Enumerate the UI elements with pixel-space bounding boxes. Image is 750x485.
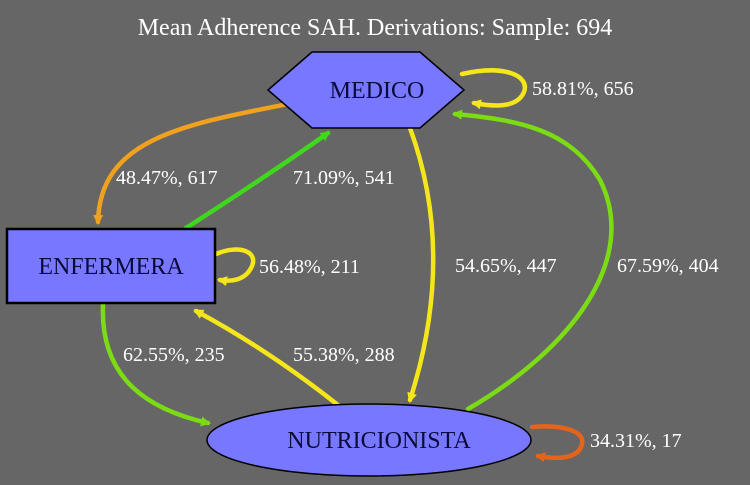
node-enfermera[interactable]: ENFERMERA: [5, 227, 217, 305]
node-label-nutricionista: NUTRICIONISTA: [287, 428, 471, 454]
edge-medico-nutricionista: [407, 125, 436, 403]
edge-label-medico-enfermera: 48.47%, 617: [116, 167, 218, 189]
hexagon-shape: [266, 51, 466, 129]
edge-label-enfermera-medico: 71.09%, 541: [293, 167, 395, 189]
edge-label-medico-self: 58.81%, 656: [532, 78, 634, 100]
node-nutricionista[interactable]: NUTRICIONISTA: [206, 403, 532, 477]
node-medico[interactable]: MEDICO: [266, 51, 466, 129]
edge-label-nutricionista-self: 34.31%, 17: [590, 430, 682, 452]
edge-enfermera-self: [213, 247, 256, 287]
edge-nutricionista-medico: [452, 109, 614, 412]
edge-label-enfermera-nutricionista: 62.55%, 235: [123, 344, 225, 366]
edge-label-nutricionista-medico: 67.59%, 404: [617, 255, 719, 277]
ellipse-shape: [206, 403, 532, 477]
edge-enfermera-medico: [183, 130, 331, 231]
edge-medico-enfermera: [93, 101, 291, 225]
node-label-medico: MEDICO: [330, 78, 425, 104]
edge-nutricionista-self: [529, 424, 585, 463]
diagram-title: Mean Adherence SAH. Derivations: Sample:…: [138, 15, 613, 41]
node-label-enfermera: ENFERMERA: [38, 254, 184, 280]
edge-label-medico-nutricionista: 54.65%, 447: [455, 255, 557, 277]
edge-medico-self: [459, 68, 528, 110]
edge-label-enfermera-self: 56.48%, 211: [259, 256, 360, 278]
edge-enfermera-nutricionista: [100, 302, 211, 427]
edge-nutricionista-enfermera: [193, 308, 341, 408]
edge-label-nutricionista-enfermera: 55.38%, 288: [293, 344, 395, 366]
rectangle-shape: [5, 227, 217, 305]
